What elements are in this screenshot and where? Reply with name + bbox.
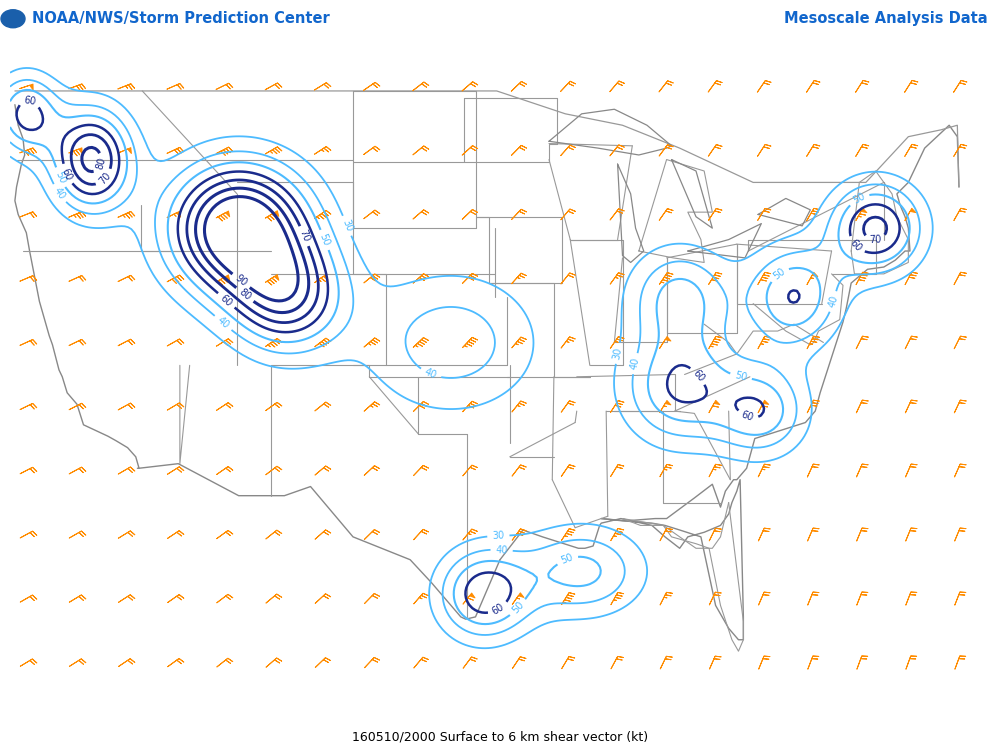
Text: Mesoscale Analysis Data: Mesoscale Analysis Data [784,11,988,26]
Text: NOAA/NWS/Storm Prediction Center: NOAA/NWS/Storm Prediction Center [32,11,330,26]
Text: 80: 80 [94,157,107,171]
Text: 50: 50 [510,600,526,616]
Text: 40: 40 [495,544,508,555]
Text: 60: 60 [848,238,863,254]
Text: 90: 90 [233,273,249,289]
Text: 60: 60 [740,410,755,423]
Text: 50: 50 [771,266,787,282]
Text: 160510/2000 Surface to 6 km shear vector (kt): 160510/2000 Surface to 6 km shear vector… [352,730,648,743]
Text: 50: 50 [851,191,867,206]
Text: 40: 40 [423,367,438,381]
Text: 60: 60 [218,292,234,308]
Text: 80: 80 [237,287,253,302]
Text: 40: 40 [215,315,231,331]
Text: 70: 70 [297,229,311,244]
Text: 40: 40 [827,294,840,309]
Text: 50: 50 [318,232,332,248]
Text: 70: 70 [869,235,882,245]
Text: 70: 70 [97,170,113,186]
Text: 60: 60 [60,166,74,182]
Text: 40: 40 [52,185,67,201]
Text: 30: 30 [492,530,505,541]
Text: 60: 60 [23,95,37,107]
Text: 50: 50 [53,170,67,185]
Text: 50: 50 [734,370,748,383]
Text: 60: 60 [691,368,706,384]
Text: 30: 30 [340,218,354,233]
Text: 50: 50 [560,552,575,566]
Text: 40: 40 [629,356,641,370]
Text: 60: 60 [491,602,506,616]
Text: 30: 30 [612,346,624,360]
